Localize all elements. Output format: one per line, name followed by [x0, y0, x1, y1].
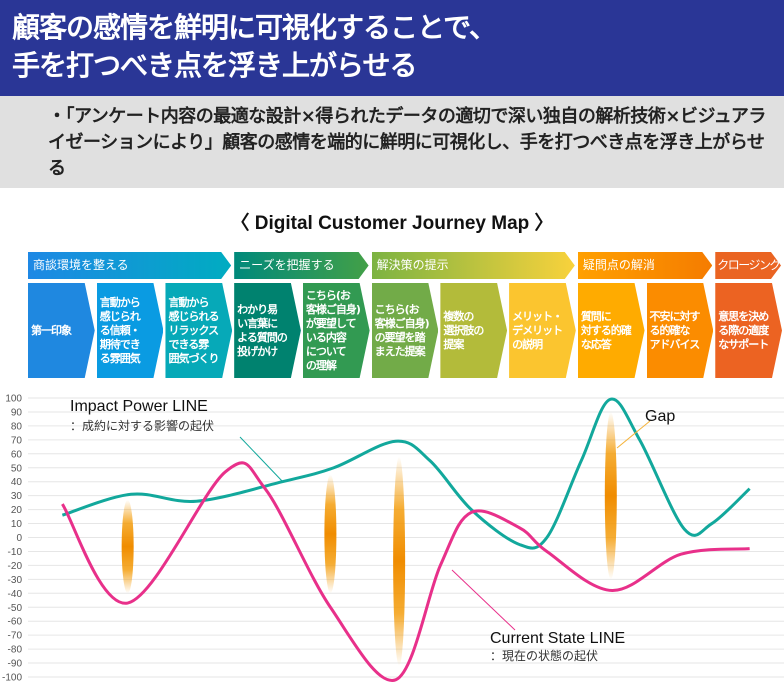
step-11: 意思を決め る際の適度 なサポート [715, 283, 782, 378]
y-tick-label: 10 [11, 519, 23, 530]
y-tick-label: -20 [8, 561, 23, 572]
y-tick-label: 30 [11, 491, 23, 502]
gap-marker-4 [604, 411, 617, 580]
y-tick-label: -50 [8, 603, 23, 614]
gap-leader-line [616, 420, 651, 449]
gap-label: Gap [645, 408, 675, 425]
y-tick-label: -80 [8, 645, 23, 656]
current-state-line [61, 461, 750, 682]
y-tick-label: 40 [11, 477, 23, 488]
y-tick-label: 90 [11, 407, 23, 418]
step-5: こちら(お 客様ご自身) が要望して いる内容 について の理解 [303, 283, 370, 378]
current-leader-line [451, 569, 516, 631]
step-1: 第一印象 [28, 283, 95, 378]
y-tick-label: 0 [16, 533, 22, 544]
map-title: 〈 Digital Customer Journey Map 〉 [230, 213, 554, 234]
y-tick-label: -70 [8, 631, 23, 642]
phase-5: クロージング [715, 252, 781, 279]
page-title-line2: 手を打つべき点を浮き上がらせる [12, 49, 417, 82]
step-2: 言動から 感じられ る信頼・ 期待でき る雰囲気 [97, 283, 164, 378]
step-7: 複数の 選択肢の 提案 [440, 283, 507, 378]
current-line-note: ：現在の状態の起伏 [490, 648, 598, 663]
y-tick-label: 60 [11, 449, 23, 460]
y-tick-label: 80 [11, 421, 23, 432]
gap-marker-2 [324, 474, 337, 594]
phase-1: 商談環境を整える [28, 252, 231, 279]
step-8: メリット・ デメリット の説明 [509, 283, 576, 378]
impact-line-note: ：成約に対する影響の起伏 [70, 418, 214, 433]
y-tick-label: -90 [8, 659, 23, 670]
y-tick-label: -10 [8, 547, 23, 558]
summary-bullet: ・「アンケート内容の最適な設計×得られたデータの適切で深い独自の解析技術×ビジュ… [48, 106, 766, 179]
y-tick-label: 20 [11, 505, 23, 516]
y-tick-label: 100 [5, 394, 22, 405]
y-tick-label: 70 [11, 435, 23, 446]
current-line-label: Current State LINE [490, 630, 625, 647]
y-tick-label: 50 [11, 463, 23, 474]
step-9: 質問に 対する的確 な応答 [578, 283, 645, 378]
impact-line-label: Impact Power LINE [70, 398, 208, 415]
page-title-line1: 顧客の感情を鮮明に可視化することで、 [12, 11, 497, 44]
y-tick-label: -100 [2, 673, 22, 684]
step-3: 言動から 感じられる リラックス できる雰 囲気づくり [165, 283, 232, 378]
phase-2: ニーズを把握する [234, 252, 368, 279]
impact-leader-line [239, 436, 284, 483]
y-tick-label: -60 [8, 617, 23, 628]
y-tick-label: -40 [8, 589, 23, 600]
phase-4: 疑問点の解消 [578, 252, 712, 279]
gap-marker-3 [393, 456, 406, 666]
step-10: 不安に対す る的確な アドバイス [647, 283, 714, 378]
y-tick-label: -30 [8, 575, 23, 586]
gap-marker-1 [121, 499, 134, 594]
step-6: こちら(お 客様ご自身) の要望を踏 まえた提案 [372, 283, 439, 378]
step-4: わかり易 い言葉に よる質問の 投げかけ [234, 283, 301, 378]
phase-3: 解決策の提示 [372, 252, 575, 279]
impact-power-line [61, 397, 751, 550]
header-band: 顧客の感情を鮮明に可視化することで、 手を打つべき点を浮き上がらせる [0, 0, 784, 96]
summary-band: ・「アンケート内容の最適な設計×得られたデータの適切で深い独自の解析技術×ビジュ… [0, 96, 784, 188]
